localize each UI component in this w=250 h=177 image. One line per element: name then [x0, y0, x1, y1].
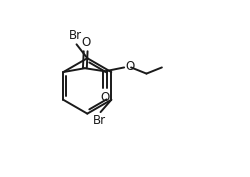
- Text: O: O: [125, 60, 134, 73]
- Text: O: O: [100, 91, 110, 104]
- Text: Br: Br: [93, 114, 106, 127]
- Text: Br: Br: [69, 29, 82, 42]
- Text: O: O: [81, 36, 90, 49]
